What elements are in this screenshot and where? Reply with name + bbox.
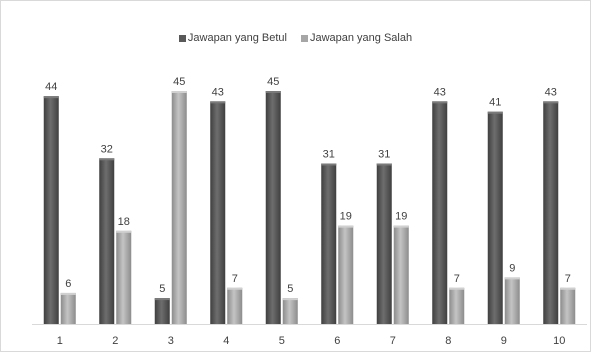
data-label-betul-10: 43 [545, 86, 557, 98]
data-label-betul-5: 45 [267, 76, 279, 88]
x-tick-label-5: 5 [279, 335, 285, 347]
bar-salah-4 [227, 287, 243, 324]
bar-cap-salah-9 [504, 277, 520, 280]
bar-betul-8 [432, 101, 448, 324]
bar-cap-betul-9 [487, 111, 503, 114]
bar-betul-9 [487, 111, 503, 324]
bar-betul-7 [376, 163, 392, 324]
legend-swatch-salah [300, 34, 308, 42]
data-label-salah-10: 7 [565, 273, 571, 285]
data-label-salah-2: 18 [118, 216, 130, 228]
bar-cap-salah-3 [171, 91, 187, 93]
bar-cap-salah-10 [560, 287, 576, 290]
bar-cap-betul-5 [265, 91, 281, 93]
bar-cap-betul-8 [432, 101, 448, 104]
data-label-salah-7: 19 [395, 211, 407, 223]
bar-salah-5 [282, 298, 298, 324]
data-label-betul-1: 44 [45, 81, 57, 93]
bar-salah-2 [116, 230, 132, 324]
bar-salah-7 [393, 225, 409, 324]
bar-cap-betul-3 [154, 298, 170, 301]
bar-betul-5 [265, 91, 281, 324]
bar-salah-3 [171, 91, 187, 324]
data-label-betul-7: 31 [378, 148, 390, 160]
x-tick-label-6: 6 [334, 335, 340, 347]
bar-cap-salah-8 [449, 287, 465, 290]
x-tick-label-1: 1 [57, 335, 63, 347]
data-label-betul-6: 31 [323, 148, 335, 160]
bar-cap-betul-4 [210, 101, 226, 104]
bar-betul-3 [154, 298, 170, 324]
data-label-betul-4: 43 [212, 86, 224, 98]
bar-salah-9 [504, 277, 520, 324]
data-label-salah-4: 7 [232, 273, 238, 285]
bar-cap-betul-1 [43, 96, 59, 99]
legend-label-salah: Jawapan yang Salah [309, 32, 413, 44]
data-label-salah-9: 9 [509, 262, 515, 274]
bar-betul-2 [99, 158, 115, 324]
x-tick-label-2: 2 [112, 335, 118, 347]
bar-salah-6 [338, 225, 354, 324]
legend-item-betul: Jawapan yang Betul [178, 32, 287, 44]
legend: Jawapan yang Betul Jawapan yang Salah [0, 32, 591, 44]
data-label-betul-8: 43 [434, 86, 446, 98]
data-label-salah-6: 19 [340, 211, 352, 223]
x-tick-label-10: 10 [553, 335, 565, 347]
bar-cap-betul-7 [376, 163, 392, 166]
x-tick-label-9: 9 [501, 335, 507, 347]
legend-label-betul: Jawapan yang Betul [187, 32, 287, 44]
bar-cap-salah-5 [282, 298, 298, 301]
data-label-salah-8: 7 [454, 273, 460, 285]
legend-swatch-betul [178, 34, 186, 42]
data-label-betul-9: 41 [489, 97, 501, 109]
data-label-salah-5: 5 [287, 283, 293, 295]
x-tick-label-4: 4 [223, 335, 229, 347]
data-label-betul-2: 32 [101, 143, 113, 155]
x-tick-label-7: 7 [390, 335, 396, 347]
bar-betul-4 [210, 101, 226, 324]
bar-betul-10 [543, 101, 559, 324]
bar-cap-salah-4 [227, 287, 243, 290]
bar-cap-salah-1 [60, 292, 76, 295]
data-label-salah-3: 45 [173, 76, 185, 88]
bar-betul-6 [321, 163, 337, 324]
bar-cap-betul-2 [99, 158, 115, 161]
bar-cap-salah-7 [393, 225, 409, 228]
x-tick-label-3: 3 [168, 335, 174, 347]
bar-salah-8 [449, 287, 465, 324]
x-tick-label-8: 8 [445, 335, 451, 347]
bar-cap-salah-2 [116, 230, 132, 233]
data-label-betul-3: 5 [159, 283, 165, 295]
data-label-salah-1: 6 [65, 278, 71, 290]
bar-betul-1 [43, 96, 59, 324]
legend-item-salah: Jawapan yang Salah [300, 32, 413, 44]
bar-cap-betul-10 [543, 101, 559, 104]
bar-cap-salah-6 [338, 225, 354, 228]
bar-cap-betul-6 [321, 163, 337, 166]
bar-salah-10 [560, 287, 576, 324]
bar-salah-1 [60, 292, 76, 324]
